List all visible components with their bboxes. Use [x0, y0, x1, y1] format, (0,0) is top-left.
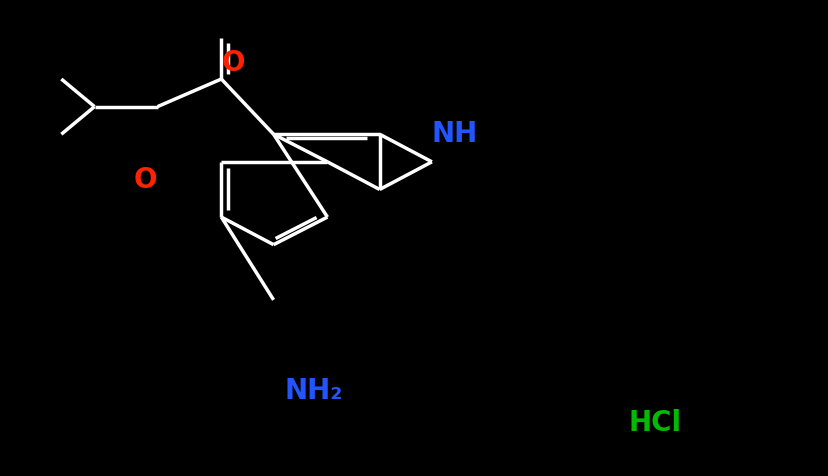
Text: NH₂: NH₂ — [284, 377, 342, 405]
Text: NH: NH — [431, 120, 477, 148]
Text: O: O — [133, 166, 156, 194]
Text: HCl: HCl — [628, 409, 681, 436]
Text: O: O — [222, 49, 245, 77]
